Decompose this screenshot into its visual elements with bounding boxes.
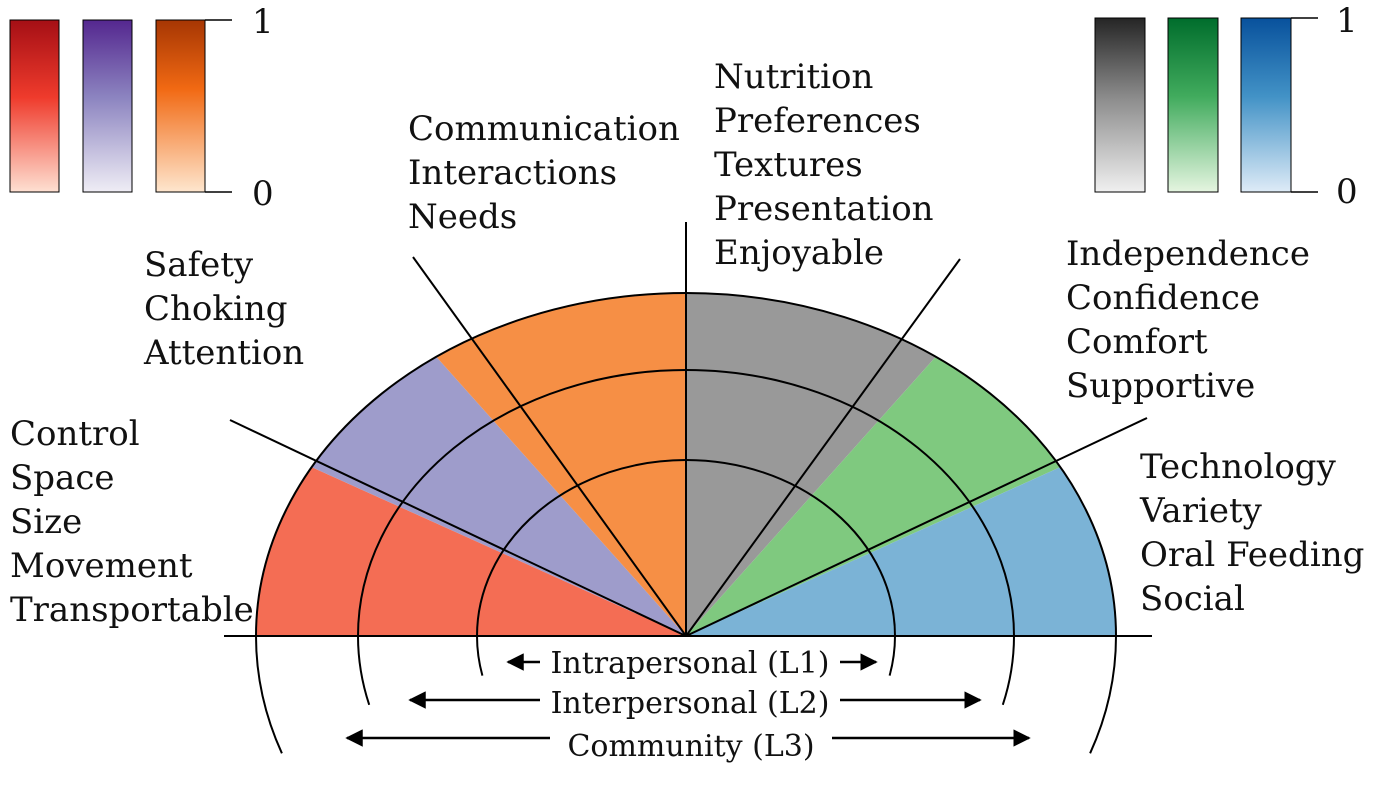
colorbar-purple xyxy=(82,19,133,193)
sector-wedge-independence xyxy=(686,356,1061,636)
level-l3-arc-extension-left xyxy=(255,635,283,754)
level-l2-label: Interpersonal (L2) xyxy=(551,686,830,721)
sector-label-nutrition: Nutrition Preferences Textures Presentat… xyxy=(714,57,934,273)
sector-label-line: Oral Feeding xyxy=(1140,535,1364,575)
level-arc-extensions xyxy=(255,635,1117,754)
colorbar-gray xyxy=(1094,17,1146,193)
colorbar-group-left: 1 0 xyxy=(9,2,274,214)
sector-label-line: Attention xyxy=(143,333,304,373)
sector-label-control: Control Space Size Movement Transportabl… xyxy=(10,414,254,630)
separator-independence-technology xyxy=(685,417,1148,637)
sector-label-line: Transportable xyxy=(10,590,254,630)
level-l1-arc-extension-right xyxy=(888,635,896,676)
sector-label-line: Supportive xyxy=(1066,366,1255,406)
colorbar-green xyxy=(1167,17,1219,193)
sector-label-line: Choking xyxy=(144,289,288,329)
sector-label-line: Safety xyxy=(144,245,254,285)
level-l2-arc-extension-left xyxy=(357,635,371,706)
separator-nutrition-independence xyxy=(685,258,961,637)
sector-label-line: Needs xyxy=(408,197,517,237)
sector-label-line: Space xyxy=(10,458,115,498)
sector-label-line: Confidence xyxy=(1066,278,1260,318)
level-labels: Intrapersonal (L1) Interpersonal (L2) Co… xyxy=(551,646,830,764)
sector-wedge-safety xyxy=(311,356,686,636)
sector-label-line: Enjoyable xyxy=(714,233,884,273)
sector-label-line: Control xyxy=(10,414,140,454)
level-l3-label: Community (L3) xyxy=(567,729,814,764)
sector-label-communication: Communication Interactions Needs xyxy=(408,109,680,237)
sector-wedge-technology xyxy=(686,467,1117,636)
level-l3-arc-extension-right xyxy=(1089,635,1117,754)
radial-separators xyxy=(229,222,1148,637)
sector-label-safety: Safety Choking Attention xyxy=(143,245,304,373)
colorbar-orange xyxy=(155,19,206,193)
sector-label-independence: Independence Confidence Comfort Supporti… xyxy=(1066,234,1310,406)
sector-label-line: Independence xyxy=(1066,234,1310,274)
separator-safety-communication xyxy=(412,256,687,637)
colorbar-right-min-label: 0 xyxy=(1336,172,1358,212)
sector-label-line: Preferences xyxy=(714,101,921,141)
sector-label-line: Social xyxy=(1140,579,1245,619)
sector-label-line: Textures xyxy=(714,145,863,185)
colorbar-left-min-label: 0 xyxy=(252,174,274,214)
sector-label-line: Variety xyxy=(1139,491,1263,531)
level-arrows xyxy=(345,653,1031,747)
sector-label-line: Communication xyxy=(408,109,680,149)
sector-label-line: Movement xyxy=(10,546,193,586)
colorbar-blue xyxy=(1240,17,1292,193)
sector-label-line: Presentation xyxy=(714,189,934,229)
sector-wedge-control xyxy=(255,467,686,636)
level-l1-arc-extension-left xyxy=(476,635,484,676)
sector-label-line: Nutrition xyxy=(714,57,873,97)
sector-label-line: Technology xyxy=(1140,447,1337,487)
colorbar-right-max-label: 1 xyxy=(1336,1,1358,41)
colorbar-left-max-label: 1 xyxy=(252,2,274,42)
sector-label-line: Comfort xyxy=(1066,322,1208,362)
colorbar-red xyxy=(9,19,60,193)
colorbar-group-right: 1 0 xyxy=(1094,1,1358,212)
separator-control-safety xyxy=(229,419,687,637)
sector-label-technology: Technology Variety Oral Feeding Social xyxy=(1139,447,1364,619)
sector-label-line: Interactions xyxy=(408,153,617,193)
level-l1-label: Intrapersonal (L1) xyxy=(551,646,830,681)
level-l2-arc-extension-right xyxy=(1001,635,1015,706)
sector-label-line: Size xyxy=(10,502,82,542)
